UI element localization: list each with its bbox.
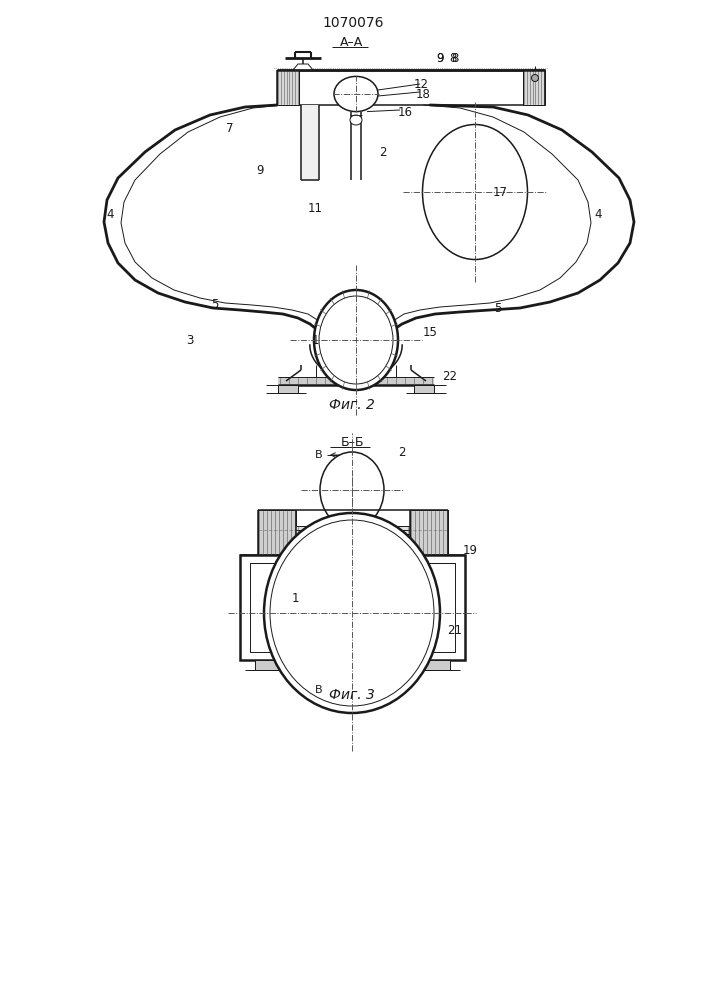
Text: 15: 15 — [423, 326, 438, 338]
Text: Б–Б: Б–Б — [340, 436, 363, 448]
Ellipse shape — [320, 452, 384, 528]
Bar — [422, 660, 450, 670]
Text: 12: 12 — [414, 78, 428, 91]
Text: 21: 21 — [448, 624, 462, 637]
Ellipse shape — [350, 115, 362, 125]
Text: 17: 17 — [493, 186, 508, 198]
Bar — [414, 385, 434, 393]
Text: 16: 16 — [397, 105, 412, 118]
Text: 8: 8 — [451, 51, 459, 64]
Text: 4: 4 — [595, 209, 602, 222]
Ellipse shape — [532, 75, 539, 82]
Text: 2: 2 — [398, 446, 406, 458]
Text: 1: 1 — [311, 334, 319, 347]
Polygon shape — [293, 64, 313, 70]
Text: 9: 9 — [256, 163, 264, 176]
Text: 8: 8 — [450, 51, 457, 64]
Text: 9: 9 — [436, 51, 444, 64]
Bar — [240, 555, 465, 660]
Text: 7: 7 — [226, 121, 234, 134]
Bar — [410, 510, 448, 555]
Text: Фиг. 2: Фиг. 2 — [329, 398, 375, 412]
Bar — [278, 377, 434, 385]
Text: В: В — [315, 685, 322, 695]
Text: 5: 5 — [494, 302, 502, 314]
Text: 5: 5 — [211, 298, 218, 312]
Text: 2: 2 — [379, 145, 387, 158]
Text: 11: 11 — [308, 202, 322, 215]
Bar — [258, 510, 296, 555]
Text: 18: 18 — [416, 88, 431, 101]
Ellipse shape — [319, 296, 393, 384]
Bar — [301, 105, 319, 180]
Text: 19: 19 — [462, 544, 477, 556]
Bar — [250, 563, 455, 652]
Text: В: В — [315, 450, 322, 460]
Text: А–А: А–А — [340, 35, 363, 48]
Text: 3: 3 — [187, 334, 194, 347]
Bar — [523, 70, 545, 105]
Ellipse shape — [334, 76, 378, 112]
Text: 4: 4 — [106, 209, 114, 222]
Bar — [296, 526, 410, 534]
Ellipse shape — [264, 513, 440, 713]
Bar — [277, 70, 299, 105]
Text: Фиг. 3: Фиг. 3 — [329, 688, 375, 702]
Ellipse shape — [270, 520, 434, 706]
Ellipse shape — [314, 290, 398, 390]
Text: 22: 22 — [443, 370, 457, 383]
Bar — [278, 385, 298, 393]
Ellipse shape — [423, 124, 527, 259]
Text: 1: 1 — [291, 591, 299, 604]
Bar — [255, 660, 283, 670]
Text: 9: 9 — [436, 51, 444, 64]
Text: 1070076: 1070076 — [322, 16, 384, 30]
